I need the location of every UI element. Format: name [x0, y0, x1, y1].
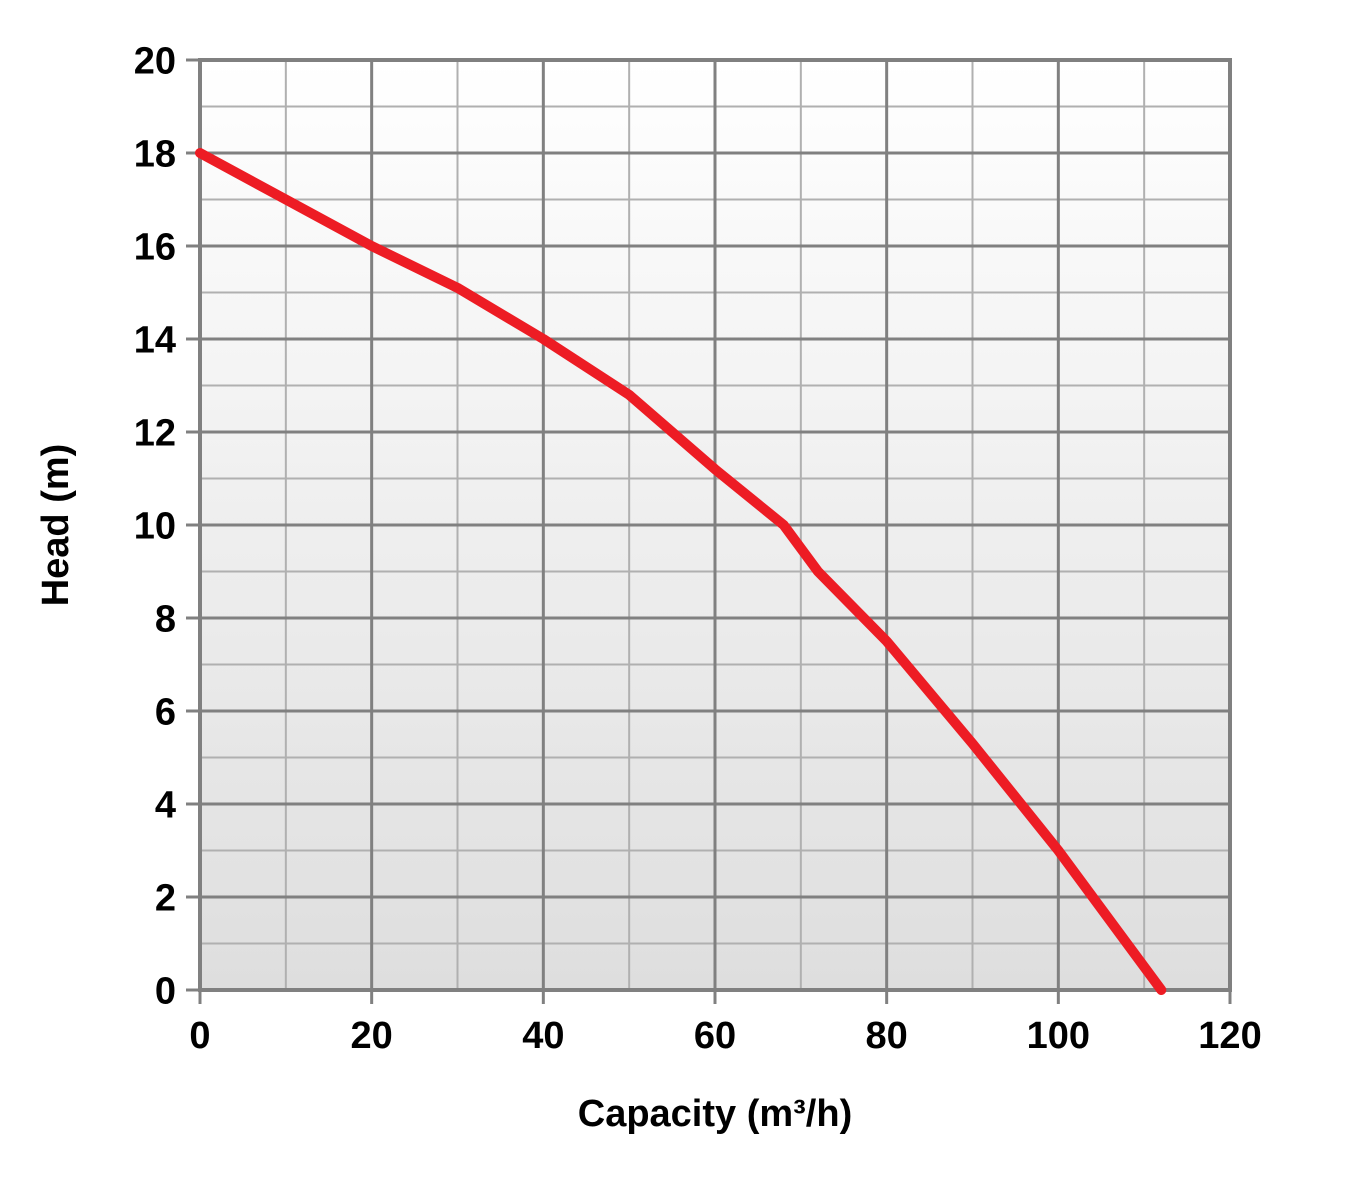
- x-tick-label: 100: [1027, 1015, 1090, 1057]
- y-axis-label: Head (m): [35, 444, 77, 607]
- x-tick-label: 0: [189, 1015, 210, 1057]
- x-tick-label: 120: [1198, 1015, 1261, 1057]
- pump-curve-chart: 0 20 40 60 80 100 120 0 2 4 6 8 10 12 14 16 18 20 Capacity…: [0, 0, 1360, 1200]
- chart-svg: 0 20 40 60 80 100 120 0 2 4 6 8 10 12 14 16 18 20 Capacity…: [0, 0, 1360, 1200]
- y-tick-label: 2: [155, 877, 176, 919]
- y-tick-label: 6: [155, 691, 176, 733]
- y-tick-label: 16: [134, 226, 176, 268]
- y-tick-label: 14: [134, 319, 176, 361]
- y-tick-label: 12: [134, 412, 176, 454]
- x-tick-label: 60: [694, 1015, 736, 1057]
- x-tick-label: 40: [522, 1015, 564, 1057]
- y-tick-label: 8: [155, 598, 176, 640]
- x-tick-label: 20: [351, 1015, 393, 1057]
- y-tick-label: 18: [134, 133, 176, 175]
- x-tick-label: 80: [866, 1015, 908, 1057]
- y-tick-label: 10: [134, 505, 176, 547]
- x-axis-label: Capacity (m³/h): [578, 1093, 852, 1135]
- y-tick-label: 4: [155, 784, 176, 826]
- y-tick-label: 20: [134, 40, 176, 82]
- y-tick-label: 0: [155, 970, 176, 1012]
